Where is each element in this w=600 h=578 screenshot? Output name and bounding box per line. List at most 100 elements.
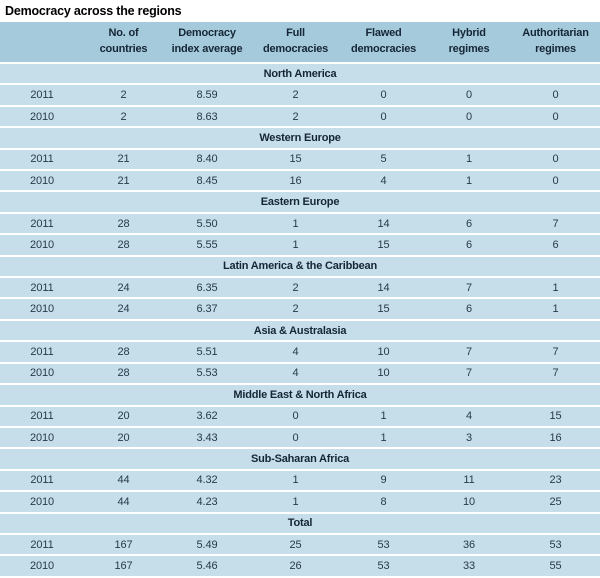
column-header-line: Flawed: [365, 27, 402, 40]
value-cell: 5.49: [163, 534, 251, 555]
value-cell: 1: [511, 299, 600, 319]
value-cell: 53: [340, 534, 427, 555]
value-cell: 8.59: [163, 85, 251, 105]
data-row: 2010 44 4.23 1 8 10 25: [0, 492, 600, 512]
year-cell: 2010: [0, 106, 84, 127]
value-cell: 3.62: [163, 406, 251, 426]
page-title: Democracy across the regions: [5, 4, 182, 18]
value-cell: 0: [251, 427, 340, 448]
year-cell: 2010: [0, 235, 84, 255]
value-cell: 167: [84, 534, 163, 555]
year-cell: 2010: [0, 427, 84, 448]
value-cell: 0: [511, 85, 600, 105]
regions-table-wrap: No. of countries Democracy index average Ful…: [0, 20, 600, 578]
value-cell: 0: [340, 106, 427, 127]
value-cell: 6.37: [163, 299, 251, 319]
value-cell: 14: [340, 278, 427, 298]
value-cell: 14: [340, 213, 427, 234]
value-cell: 3.43: [163, 427, 251, 448]
value-cell: 11: [427, 470, 511, 491]
section-header: Total: [0, 513, 600, 533]
value-cell: 10: [427, 492, 511, 512]
section-header: Western Europe: [0, 128, 600, 148]
data-row: 2010 24 6.37 2 15 6 1: [0, 299, 600, 319]
value-cell: 6: [427, 299, 511, 319]
column-header-line: regimes: [448, 43, 490, 55]
value-cell: 15: [340, 299, 427, 319]
year-cell: 2010: [0, 492, 84, 512]
value-cell: 1: [427, 171, 511, 191]
value-cell: 28: [84, 363, 163, 384]
value-cell: 25: [511, 492, 600, 512]
column-header: No. of countries: [84, 22, 163, 62]
value-cell: 5.50: [163, 213, 251, 234]
section-row: Latin America & the Caribbean: [0, 256, 600, 277]
value-cell: 0: [511, 106, 600, 127]
value-cell: 0: [511, 149, 600, 170]
year-cell: 2010: [0, 171, 84, 191]
data-row: 2010 167 5.46 26 53 33 55: [0, 556, 600, 576]
data-row: 2010 20 3.43 0 1 3 16: [0, 427, 600, 448]
column-header-line: Hybrid: [452, 27, 486, 40]
column-header-line: Democracy: [178, 27, 236, 40]
table-body: North America 2011 2 8.59 2 0 0 0 2010 2 8.63 2 0 0 0 W…: [0, 64, 600, 576]
data-row: 2011 28 5.51 4 10 7 7: [0, 342, 600, 362]
value-cell: 0: [340, 85, 427, 105]
value-cell: 1: [251, 470, 340, 491]
democracy-regions-table: No. of countries Democracy index average Ful…: [0, 20, 600, 578]
value-cell: 5: [340, 149, 427, 170]
value-cell: 6.35: [163, 278, 251, 298]
value-cell: 10: [340, 342, 427, 362]
column-header-line: regimes: [535, 43, 576, 55]
value-cell: 55: [511, 556, 600, 576]
column-header: Democracy index average: [163, 22, 251, 62]
value-cell: 5.53: [163, 363, 251, 384]
section-row: Eastern Europe: [0, 192, 600, 212]
value-cell: 2: [251, 278, 340, 298]
column-header: Authoritarian regimes: [511, 22, 600, 62]
value-cell: 8.45: [163, 171, 251, 191]
data-row: 2011 2 8.59 2 0 0 0: [0, 85, 600, 105]
value-cell: 16: [511, 427, 600, 448]
value-cell: 25: [251, 534, 340, 555]
column-header-line: democracies: [262, 43, 329, 55]
year-cell: 2010: [0, 556, 84, 576]
value-cell: 7: [427, 342, 511, 362]
section-row: Western Europe: [0, 128, 600, 148]
value-cell: 1: [251, 492, 340, 512]
section-header: Asia & Australasia: [0, 320, 600, 341]
value-cell: 9: [340, 470, 427, 491]
value-cell: 4: [251, 363, 340, 384]
section-header: Latin America & the Caribbean: [0, 256, 600, 277]
value-cell: 1: [511, 278, 600, 298]
value-cell: 2: [84, 85, 163, 105]
section-header: Sub-Saharan Africa: [0, 449, 600, 469]
data-row: 2011 20 3.62 0 1 4 15: [0, 406, 600, 426]
value-cell: 0: [511, 171, 600, 191]
data-row: 2010 21 8.45 16 4 1 0: [0, 171, 600, 191]
data-row: 2011 167 5.49 25 53 36 53: [0, 534, 600, 555]
section-row: Middle East & North Africa: [0, 385, 600, 405]
value-cell: 8.40: [163, 149, 251, 170]
year-cell: 2011: [0, 406, 84, 426]
section-row: Sub-Saharan Africa: [0, 449, 600, 469]
value-cell: 1: [427, 149, 511, 170]
value-cell: 167: [84, 556, 163, 576]
column-header-line: countries: [99, 43, 148, 55]
data-row: 2011 44 4.32 1 9 11 23: [0, 470, 600, 491]
value-cell: 0: [251, 406, 340, 426]
value-cell: 4: [427, 406, 511, 426]
value-cell: 23: [511, 470, 600, 491]
value-cell: 3: [427, 427, 511, 448]
value-cell: 44: [84, 492, 163, 512]
value-cell: 20: [84, 427, 163, 448]
value-cell: 1: [340, 427, 427, 448]
value-cell: 4.32: [163, 470, 251, 491]
value-cell: 15: [251, 149, 340, 170]
column-header-line: democracies: [350, 43, 417, 55]
value-cell: 16: [251, 171, 340, 191]
value-cell: 5.55: [163, 235, 251, 255]
value-cell: 24: [84, 299, 163, 319]
value-cell: 7: [427, 363, 511, 384]
year-cell: 2011: [0, 534, 84, 555]
